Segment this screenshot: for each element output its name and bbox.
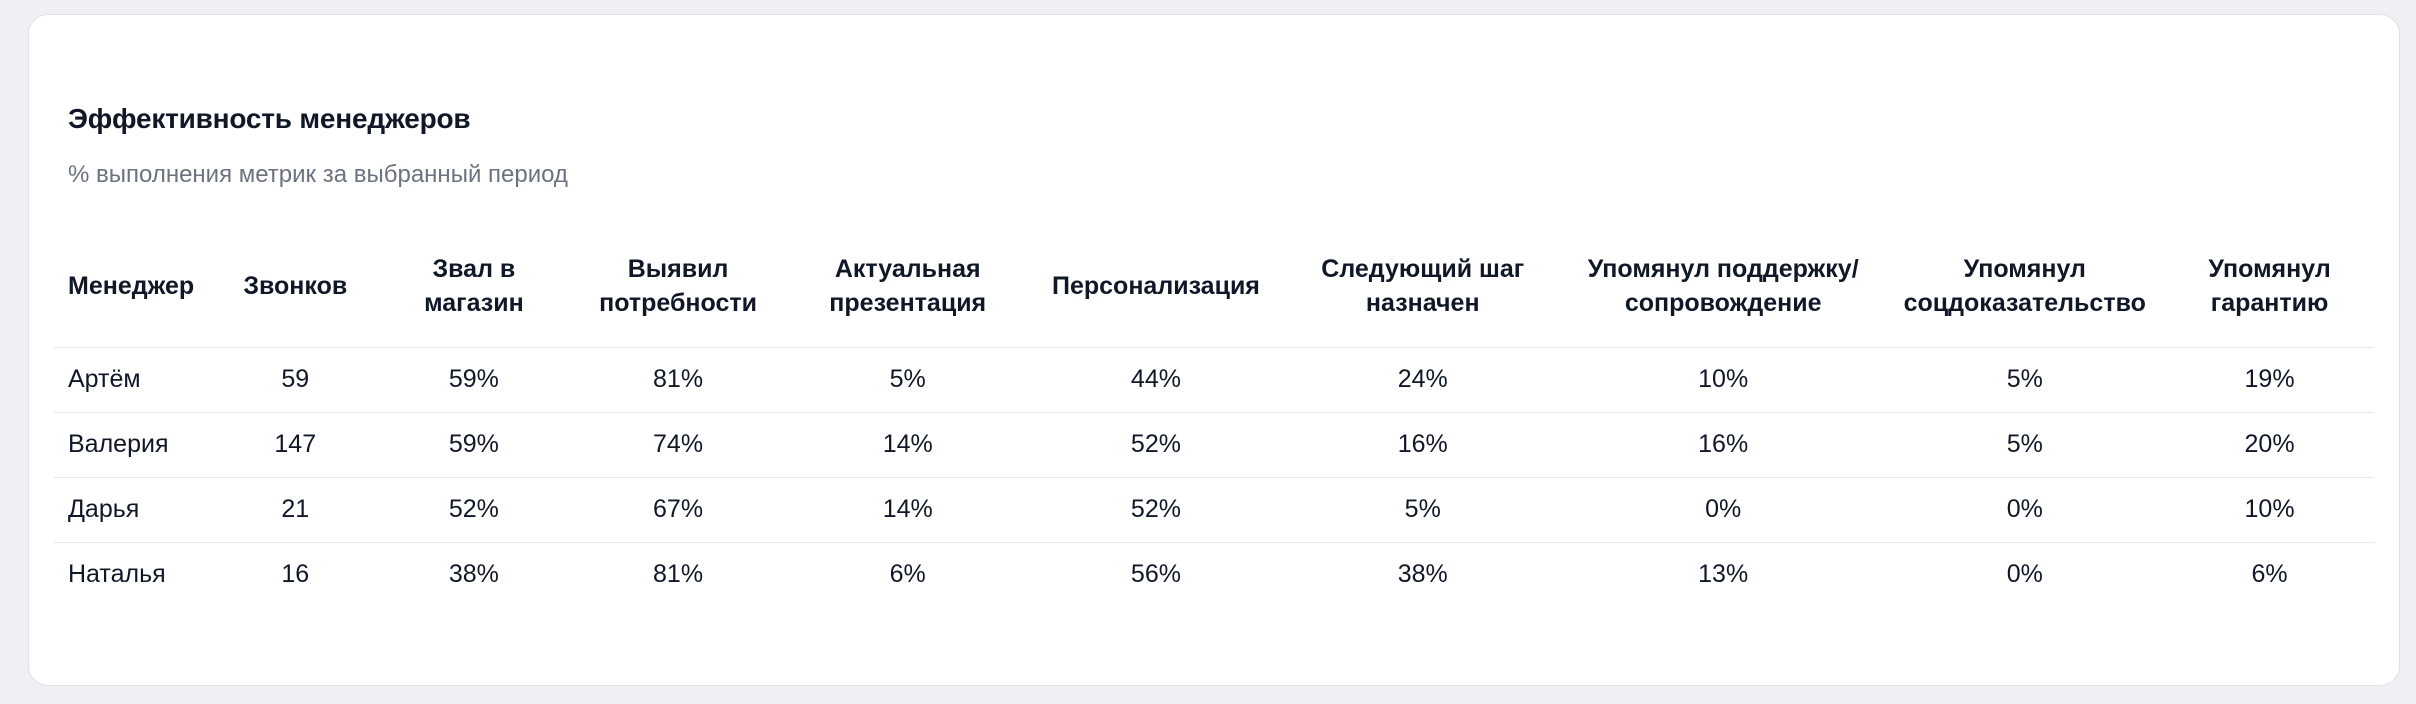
column-header: Звонков xyxy=(211,233,379,348)
table-header-row: Менеджер Звонков Звал в магазин Выявил потр… xyxy=(54,233,2374,348)
metric-value-cell: 5% xyxy=(787,347,1029,413)
metric-value-cell: 20% xyxy=(2165,412,2374,478)
metric-value-cell: 6% xyxy=(2251,560,2288,588)
metric-value-cell: 16% xyxy=(1283,412,1562,478)
metric-value-cell: 74% xyxy=(569,412,788,478)
metric-value-cell: 5% xyxy=(1884,347,2166,413)
card-title: Эффективность менеджеров xyxy=(68,103,471,134)
table-row: Наталья 16 38% 81% 6% 56% 38% 13% 0% 6% xyxy=(54,542,2374,607)
metric-value-cell: 147 xyxy=(211,412,379,478)
metric-value-cell: 0% xyxy=(1884,477,2166,543)
metric-value-cell: 10% xyxy=(1561,347,1885,413)
metric-value-cell: 81% xyxy=(653,560,704,588)
metric-value-cell: 6% xyxy=(889,560,926,588)
column-header: Упомянул поддержку/ сопровождение xyxy=(1561,233,1885,348)
column-header: Персонализация xyxy=(1028,233,1284,348)
table-row: Валерия 147 59% 74% 14% 52% 16% 16% 5% 20% xyxy=(54,412,2374,478)
metric-value-cell: 67% xyxy=(569,477,788,543)
metric-value-cell: 0% xyxy=(2006,560,2043,588)
table-row: Дарья 21 52% 67% 14% 52% 5% 0% 0% 10% xyxy=(54,477,2374,543)
metric-value-cell: 21 xyxy=(211,477,379,543)
metric-value-cell: 52% xyxy=(1028,477,1284,543)
column-header: Следующий шаг назначен xyxy=(1283,233,1562,348)
metric-value-cell: 59 xyxy=(211,347,379,413)
metric-value-cell: 5% xyxy=(1283,477,1562,543)
column-header: Менеджер xyxy=(54,233,212,348)
metric-value-cell: 81% xyxy=(569,347,788,413)
metric-value-cell: 13% xyxy=(1698,560,1749,588)
metric-value-cell: 44% xyxy=(1028,347,1284,413)
manager-name-cell: Дарья xyxy=(54,477,212,543)
column-header: Упомянул соцдоказательство xyxy=(1884,233,2166,348)
metric-value-cell: 19% xyxy=(2165,347,2374,413)
table-row: Артём 59 59% 81% 5% 44% 24% 10% 5% 19% xyxy=(54,347,2374,413)
metric-value-cell: 38% xyxy=(448,560,499,588)
metric-value-cell: 52% xyxy=(378,477,570,543)
manager-name-cell: Валерия xyxy=(54,412,212,478)
managers-metrics-table: Менеджер Звонков Звал в магазин Выявил потр… xyxy=(54,233,2374,607)
table-body: Артём 59 59% 81% 5% 44% 24% 10% 5% 19% Валерия 147 5… xyxy=(54,347,2374,607)
metric-value-cell: 56% xyxy=(1130,560,1181,588)
metric-value-cell: 0% xyxy=(1561,477,1885,543)
metric-value-cell: 10% xyxy=(2165,477,2374,543)
metric-value-cell: 16 xyxy=(281,560,310,588)
managers-effectiveness-card: Эффективность менеджеров % выполнения ме… xyxy=(28,14,2400,686)
manager-name-cell: Артём xyxy=(54,347,212,413)
metric-value-cell: 5% xyxy=(1884,412,2166,478)
manager-name-cell: Наталья xyxy=(68,560,166,588)
card-subtitle: % выполнения метрик за выбранный период xyxy=(68,161,568,188)
column-header: Упомянул гарантию xyxy=(2165,233,2374,348)
column-header: Выявил потребности xyxy=(569,233,788,348)
table-head: Менеджер Звонков Звал в магазин Выявил потр… xyxy=(54,233,2374,348)
metric-value-cell: 59% xyxy=(378,347,570,413)
metric-value-cell: 24% xyxy=(1283,347,1562,413)
metric-value-cell: 38% xyxy=(1397,560,1448,588)
column-header: Звал в магазин xyxy=(378,233,570,348)
metric-value-cell: 14% xyxy=(787,477,1029,543)
metric-value-cell: 16% xyxy=(1561,412,1885,478)
metric-value-cell: 52% xyxy=(1028,412,1284,478)
metric-value-cell: 14% xyxy=(787,412,1029,478)
column-header: Актуальная презентация xyxy=(787,233,1029,348)
card-header: Эффективность менеджеров % выполнения ме… xyxy=(54,103,2374,189)
metric-value-cell: 59% xyxy=(378,412,570,478)
